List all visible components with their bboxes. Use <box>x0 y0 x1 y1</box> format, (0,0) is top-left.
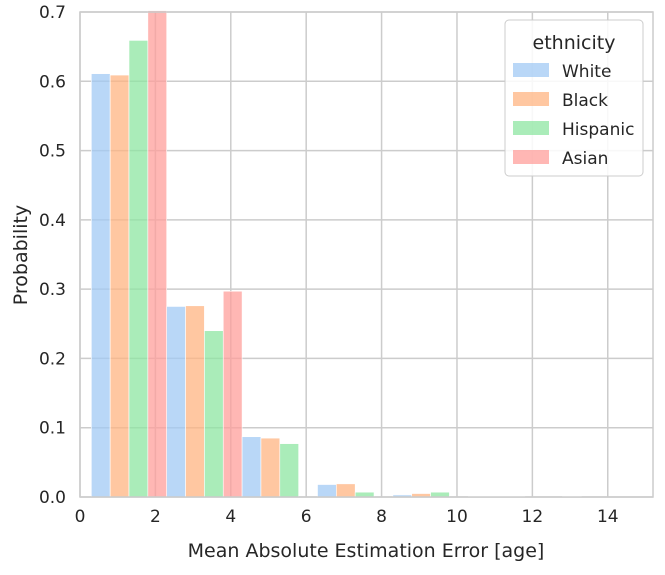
y-tick-label: 0.5 <box>39 142 66 162</box>
plot-frame <box>79 11 654 498</box>
x-tick-label: 12 <box>522 507 544 527</box>
bar-hispanic-bin-1 <box>204 330 224 498</box>
y-tick-label: 0.3 <box>39 280 66 300</box>
legend-title: ethnicity <box>533 32 616 54</box>
bar-white-bin-2 <box>241 436 262 498</box>
y-tick-label: 0.0 <box>39 488 66 508</box>
x-tick-label: 4 <box>225 507 236 527</box>
legend-swatch-black <box>513 92 549 106</box>
legend-label-asian: Asian <box>562 149 608 169</box>
bar-hispanic-bin-2 <box>279 443 299 498</box>
x-tick-label: 6 <box>301 507 312 527</box>
x-tick-label: 10 <box>446 507 468 527</box>
bar-white-bin-3 <box>317 484 337 498</box>
x-tick-label: 2 <box>150 507 161 527</box>
legend-label-black: Black <box>562 91 608 111</box>
x-axis-label: Mean Absolute Estimation Error [age] <box>188 540 545 562</box>
bar-white-bin-0 <box>91 73 111 498</box>
legend-swatch-hispanic <box>513 121 549 135</box>
legend-label-white: White <box>562 62 611 82</box>
bar-white-bin-1 <box>166 306 186 498</box>
legend-label-hispanic: Hispanic <box>562 120 634 140</box>
bars-group <box>91 10 582 498</box>
legend: ethnicity White Black Hispanic Asian <box>504 19 644 177</box>
bar-black-bin-1 <box>185 305 205 498</box>
legend-box <box>504 19 644 177</box>
y-tick-label: 0.2 <box>39 349 66 369</box>
bar-black-bin-2 <box>260 437 281 498</box>
y-tick-label: 0.4 <box>39 211 66 231</box>
bar-black-bin-0 <box>109 74 130 498</box>
legend-swatch-white <box>513 63 549 77</box>
x-axis-ticks: 0 2 4 6 8 10 12 14 <box>75 507 619 527</box>
y-tick-label: 0.6 <box>39 72 66 92</box>
y-tick-label: 0.1 <box>39 419 66 439</box>
x-tick-label: 8 <box>376 507 387 527</box>
bar-hispanic-bin-0 <box>128 40 149 498</box>
y-axis-label: Probability <box>10 205 32 305</box>
x-tick-label: 14 <box>597 507 619 527</box>
bar-black-bin-3 <box>336 483 356 498</box>
y-axis-ticks: 0.0 0.1 0.2 0.3 0.4 0.5 0.6 0.7 <box>39 3 66 508</box>
x-tick-label: 0 <box>75 507 86 527</box>
legend-swatch-asian <box>513 150 549 164</box>
bar-asian-bin-1 <box>222 290 243 498</box>
bar-asian-bin-0 <box>147 10 168 498</box>
y-tick-label: 0.7 <box>39 3 66 23</box>
